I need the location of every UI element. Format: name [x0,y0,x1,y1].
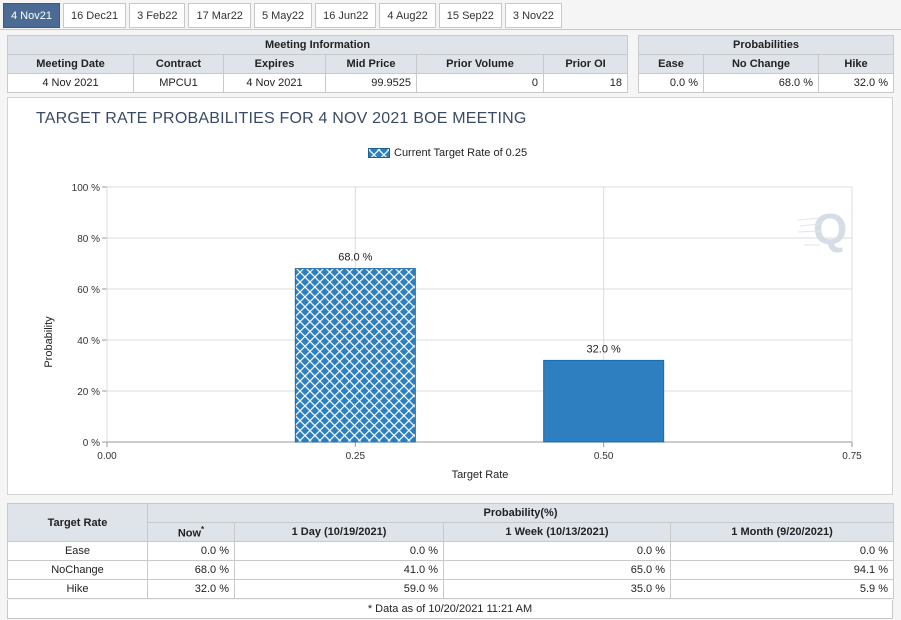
col-target-rate: Target Rate [7,503,148,542]
hike-value: 32.0 % [817,73,895,93]
y-tick-label: 40 % [77,336,100,347]
probability-chart: Q 0 % 20 % 40 % 60 % 80 % 100 % 0.00 0.25 0.50 0.… [43,183,862,481]
chart-title: TARGET RATE PROBABILITIES FOR 4 NOV 2021… [36,110,527,127]
x-tick-label: 0.50 [594,451,614,462]
tab-divider [0,29,901,30]
meeting-info-header: Meeting Information [6,35,629,55]
contract-value: MPCU1 [133,73,224,93]
x-tick-label: 0.75 [842,451,862,462]
col-prior-volume: Prior Volume [416,54,544,74]
y-tick-label: 80 % [77,234,100,245]
q-watermark-icon: Q [797,205,847,254]
col-mid-price: Mid Price [325,54,417,74]
col-no-change: No Change [703,54,819,74]
nochange-1-week: 65.0 % [443,560,671,580]
table-row: Ease 0.0 % 0.0 % 0.0 % 0.0 % [7,541,895,561]
col-now: Now* [147,522,235,542]
probability-group-header: Probability(%) [146,503,895,523]
now-footnote-marker: * [201,524,205,534]
svg-text:Q: Q [813,205,847,254]
ease-1-day: 0.0 % [234,541,444,561]
tab-3-nov22[interactable]: 3 Nov22 [504,3,562,28]
expires-value: 4 Nov 2021 [223,73,326,93]
nochange-1-day: 41.0 % [234,560,444,580]
y-tick-label: 0 % [83,438,100,449]
meeting-tabs: 4 Nov21 16 Dec21 3 Feb22 17 Mar22 5 May2… [3,3,565,29]
col-contract: Contract [133,54,224,74]
bar-data-label: 32.0 % [587,343,621,355]
legend-label: Current Target Rate of 0.25 [394,147,528,159]
col-1-month: 1 Month (9/20/2021) [669,522,895,542]
ease-now: 0.0 % [147,541,235,561]
col-1-week: 1 Week (10/13/2021) [443,522,671,542]
bar-0-25[interactable] [294,268,416,443]
col-ease: Ease [638,54,704,74]
meeting-date-value: 4 Nov 2021 [7,73,134,93]
tab-3-feb22[interactable]: 3 Feb22 [129,3,186,28]
chart-panel: TARGET RATE PROBABILITIES FOR 4 NOV 2021… [7,97,893,495]
table-row: NoChange 68.0 % 41.0 % 65.0 % 94.1 % [7,560,895,580]
chart-legend[interactable]: Current Target Rate of 0.25 [368,147,527,159]
bar-0-5[interactable] [543,359,665,443]
ease-value: 0.0 % [638,73,704,93]
y-tick-label: 100 % [72,183,100,194]
probabilities-header: Probabilities [637,35,895,55]
row-label-nochange: NoChange [7,560,148,580]
tab-17-mar22[interactable]: 17 Mar22 [188,3,251,28]
y-tick-label: 20 % [77,387,100,398]
data-timestamp-footnote: * Data as of 10/20/2021 11:21 AM [7,600,893,619]
bar-data-label: 68.0 % [338,252,372,264]
tab-4-nov21[interactable]: 4 Nov21 [3,3,60,28]
col-1-day: 1 Day (10/19/2021) [234,522,444,542]
x-tick-label: 0.25 [346,451,366,462]
hike-1-month: 5.9 % [669,579,895,599]
hike-now: 32.0 % [147,579,235,599]
nochange-1-month: 94.1 % [669,560,895,580]
tab-16-jun22[interactable]: 16 Jun22 [315,3,377,28]
col-expires: Expires [223,54,326,74]
prior-oi-value: 18 [542,73,629,93]
row-label-hike: Hike [7,579,148,599]
probabilities-table: Probabilities Ease No Change Hike 0.0 % … [637,35,895,93]
no-change-value: 68.0 % [703,73,819,93]
tab-5-may22[interactable]: 5 May22 [253,3,313,28]
tab-16-dec21[interactable]: 16 Dec21 [62,3,127,28]
col-prior-oi: Prior OI [542,54,629,74]
y-axis-title: Probability [43,316,55,368]
mid-price-value: 99.9525 [325,73,417,93]
x-tick-label: 0.00 [97,451,117,462]
col-meeting-date: Meeting Date [7,54,134,74]
hike-1-week: 35.0 % [443,579,671,599]
col-now-label: Now [177,527,202,540]
nochange-now: 68.0 % [147,560,235,580]
x-axis-title: Target Rate [452,469,509,481]
row-label-ease: Ease [7,541,148,561]
ease-1-week: 0.0 % [443,541,671,561]
meeting-info-table: Meeting Information Meeting Date Contrac… [6,35,629,93]
prior-volume-value: 0 [416,73,544,93]
col-hike: Hike [817,54,895,74]
tab-15-sep22[interactable]: 15 Sep22 [438,3,502,28]
ease-1-month: 0.0 % [669,541,895,561]
y-tick-label: 60 % [77,285,100,296]
tab-4-aug22[interactable]: 4 Aug22 [379,3,436,28]
history-table: Target Rate Probability(%) Now* 1 Day (1… [7,503,895,599]
crosshatch-swatch-icon [368,148,390,158]
hike-1-day: 59.0 % [234,579,444,599]
table-row: Hike 32.0 % 59.0 % 35.0 % 5.9 % [7,579,895,599]
